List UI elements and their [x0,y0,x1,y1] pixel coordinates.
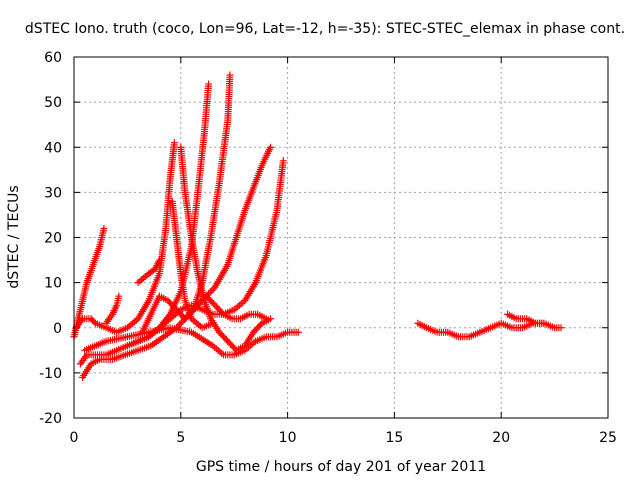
data-point [209,285,217,293]
x-tick-label: 25 [599,430,617,446]
data-point [557,324,565,332]
y-axis-label: dSTEC / TECUs [6,185,22,288]
y-tick-label: 60 [44,50,62,66]
data-series [177,143,275,354]
x-tick-label: 15 [385,430,403,446]
data-point [540,319,548,327]
axis-ticks: 0 5 10 15 20 25 -20 -10 0 10 20 30 40 50 60 [39,50,617,446]
data-point [262,315,270,323]
y-tick-label: 50 [44,95,62,111]
x-tick-label: 5 [176,430,185,446]
plot-frame [73,56,609,419]
x-tick-label: 10 [279,430,297,446]
data-point [100,224,108,232]
data-marks [70,71,565,381]
data-point [115,292,123,300]
data-point [257,321,265,329]
grid [74,57,608,418]
data-series [134,256,163,287]
y-tick-label: 0 [53,321,62,337]
data-point [209,319,217,327]
y-tick-label: 10 [44,276,62,292]
data-point [279,157,287,165]
x-tick-label: 20 [492,430,510,446]
data-point [205,80,213,88]
data-point [226,71,234,79]
y-tick-label: 20 [44,231,62,247]
data-point [155,256,163,264]
data-point [206,288,214,296]
data-point [267,143,275,151]
y-tick-label: 30 [44,185,62,201]
x-tick-label: 0 [70,430,79,446]
data-point [176,320,184,328]
y-tick-label: -20 [39,411,62,427]
data-point [177,319,185,327]
chart-title: dSTEC Iono. truth (coco, Lon=96, Lat=-12… [25,21,625,37]
data-series [72,139,178,336]
y-tick-label: 40 [44,140,62,156]
data-series [102,292,123,327]
data-point [218,309,226,317]
data-point [294,328,302,336]
data-series [79,143,275,381]
data-point [208,287,216,295]
data-point [90,318,98,326]
data-series [70,224,108,341]
data-series [81,324,302,359]
data-series [414,319,565,341]
y-tick-label: -10 [39,366,62,382]
x-axis-label: GPS time / hours of day 201 of year 2011 [196,459,486,475]
data-series [504,310,548,327]
data-point [170,139,178,147]
data-series [185,292,270,323]
